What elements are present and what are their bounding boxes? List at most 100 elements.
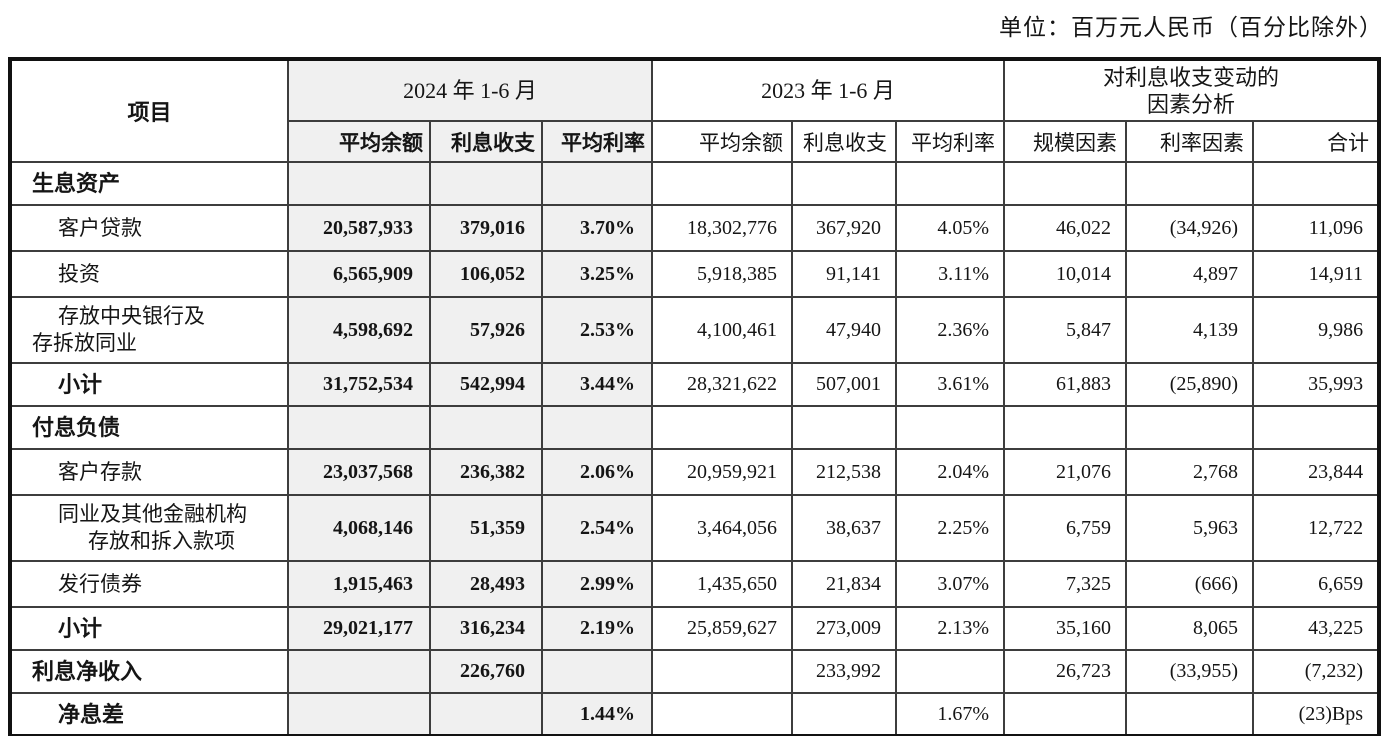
- table-cell: 21,076: [1003, 448, 1128, 496]
- table-cell: 11,096: [1252, 204, 1381, 252]
- table-cell: 91,141: [791, 250, 898, 298]
- table-row: 存放中央银行及 存拆放同业 4,598,692 57,926 2.53% 4,100,46…: [9, 296, 1381, 364]
- column-header-interest-2024: 利息收支: [429, 120, 543, 163]
- table-cell: 4,068,146: [287, 494, 431, 562]
- table-cell: 3.25%: [540, 250, 654, 298]
- table-cell: 1.67%: [895, 692, 1006, 736]
- table-cell: 1,435,650: [651, 560, 794, 608]
- table-cell: [895, 405, 1006, 450]
- table-row: 生息资产: [9, 161, 1381, 206]
- column-header-interest-2023: 利息收支: [791, 120, 898, 163]
- column-header-rate-factor: 利率因素: [1125, 120, 1255, 163]
- table-cell: [1125, 692, 1255, 736]
- table-cell: 51,359: [429, 494, 543, 562]
- table-cell: [895, 161, 1006, 206]
- table-cell: [540, 161, 654, 206]
- header-group-row: 项目 2024 年 1-6 月 2023 年 1-6 月 对利息收支变动的 因素…: [9, 58, 1381, 163]
- table-cell: [651, 692, 794, 736]
- table-row: 利息净收入 226,760 233,992 26,723 (33,955) (7,232): [9, 649, 1381, 694]
- table-cell: 61,883: [1003, 362, 1128, 407]
- table-row: 付息负债: [9, 405, 1381, 450]
- table-cell: [791, 161, 898, 206]
- table-cell: 3.61%: [895, 362, 1006, 407]
- table-cell: [1252, 405, 1381, 450]
- table-cell: 18,302,776: [651, 204, 794, 252]
- table-cell: (7,232): [1252, 649, 1381, 694]
- table-cell: 2.99%: [540, 560, 654, 608]
- row-label: 存放中央银行及 存拆放同业: [9, 296, 289, 364]
- table-cell: [540, 649, 654, 694]
- table-cell: 2.04%: [895, 448, 1006, 496]
- table-cell: 26,723: [1003, 649, 1128, 694]
- table-row: 同业及其他金融机构 存放和拆入款项 4,068,146 51,359 2.54% 3,46…: [9, 494, 1381, 562]
- table-cell: 6,565,909: [287, 250, 431, 298]
- table-cell: 2,768: [1125, 448, 1255, 496]
- table-cell: (666): [1125, 560, 1255, 608]
- table-cell: 47,940: [791, 296, 898, 364]
- row-label: 小计: [9, 362, 289, 407]
- table-cell: [651, 161, 794, 206]
- table-cell: 3,464,056: [651, 494, 794, 562]
- table-cell: 5,918,385: [651, 250, 794, 298]
- table-row: 客户贷款 20,587,933 379,016 3.70% 18,302,776 367,…: [9, 204, 1381, 252]
- table-cell: 4,100,461: [651, 296, 794, 364]
- table-cell: 4.05%: [895, 204, 1006, 252]
- table-cell: 2.54%: [540, 494, 654, 562]
- column-header-scale-factor: 规模因素: [1003, 120, 1128, 163]
- table-cell: (25,890): [1125, 362, 1255, 407]
- table-cell: 4,139: [1125, 296, 1255, 364]
- table-cell: [429, 692, 543, 736]
- table-cell: [429, 405, 543, 450]
- table-cell: 7,325: [1003, 560, 1128, 608]
- table-cell: 507,001: [791, 362, 898, 407]
- table-cell: 38,637: [791, 494, 898, 562]
- table-body: 生息资产 客户贷款 20,587,933 379,016 3.70% 18,302,776…: [9, 161, 1381, 736]
- row-label: 利息净收入: [9, 649, 289, 694]
- table-cell: 20,587,933: [287, 204, 431, 252]
- table-cell: 25,859,627: [651, 606, 794, 651]
- table-cell: 8,065: [1125, 606, 1255, 651]
- table-cell: 6,659: [1252, 560, 1381, 608]
- table-cell: 57,926: [429, 296, 543, 364]
- row-label: 生息资产: [9, 161, 289, 206]
- table-cell: 3.70%: [540, 204, 654, 252]
- table-cell: [895, 649, 1006, 694]
- row-label: 发行债券: [9, 560, 289, 608]
- table-cell: 9,986: [1252, 296, 1381, 364]
- table-row: 投资 6,565,909 106,052 3.25% 5,918,385 91,141 3.…: [9, 250, 1381, 298]
- table-cell: [791, 405, 898, 450]
- table-cell: 12,722: [1252, 494, 1381, 562]
- table-cell: [429, 161, 543, 206]
- table-cell: (34,926): [1125, 204, 1255, 252]
- table-cell: [651, 649, 794, 694]
- table-cell: [287, 649, 431, 694]
- table-cell: 2.19%: [540, 606, 654, 651]
- column-group-factor-analysis: 对利息收支变动的 因素分析: [1003, 58, 1381, 122]
- table-cell: 3.11%: [895, 250, 1006, 298]
- table-cell: [1125, 405, 1255, 450]
- row-label: 客户贷款: [9, 204, 289, 252]
- table-cell: 35,160: [1003, 606, 1128, 651]
- table-cell: [540, 405, 654, 450]
- row-label: 投资: [9, 250, 289, 298]
- table-cell: [1125, 161, 1255, 206]
- table-cell: [1003, 405, 1128, 450]
- table-cell: 5,963: [1125, 494, 1255, 562]
- row-label: 同业及其他金融机构 存放和拆入款项: [9, 494, 289, 562]
- table-cell: 2.25%: [895, 494, 1006, 562]
- table-cell: [287, 161, 431, 206]
- table-row: 小计 31,752,534 542,994 3.44% 28,321,622 507,00…: [9, 362, 1381, 407]
- table-cell: 29,021,177: [287, 606, 431, 651]
- table-cell: 21,834: [791, 560, 898, 608]
- table-row: 客户存款 23,037,568 236,382 2.06% 20,959,921 212,…: [9, 448, 1381, 496]
- column-header-avg-rate-2023: 平均利率: [895, 120, 1006, 163]
- table-cell: 1,915,463: [287, 560, 431, 608]
- table-row: 发行债券 1,915,463 28,493 2.99% 1,435,650 21,834 3…: [9, 560, 1381, 608]
- table-cell: 3.07%: [895, 560, 1006, 608]
- header-sub-row: 平均余额 利息收支 平均利率 平均余额 利息收支 平均利率 规模因素 利率因素 …: [10, 120, 1381, 163]
- table-cell: 2.06%: [540, 448, 654, 496]
- table-cell: 4,897: [1125, 250, 1255, 298]
- table-cell: [791, 692, 898, 736]
- table-cell: 14,911: [1252, 250, 1381, 298]
- table-cell: 10,014: [1003, 250, 1128, 298]
